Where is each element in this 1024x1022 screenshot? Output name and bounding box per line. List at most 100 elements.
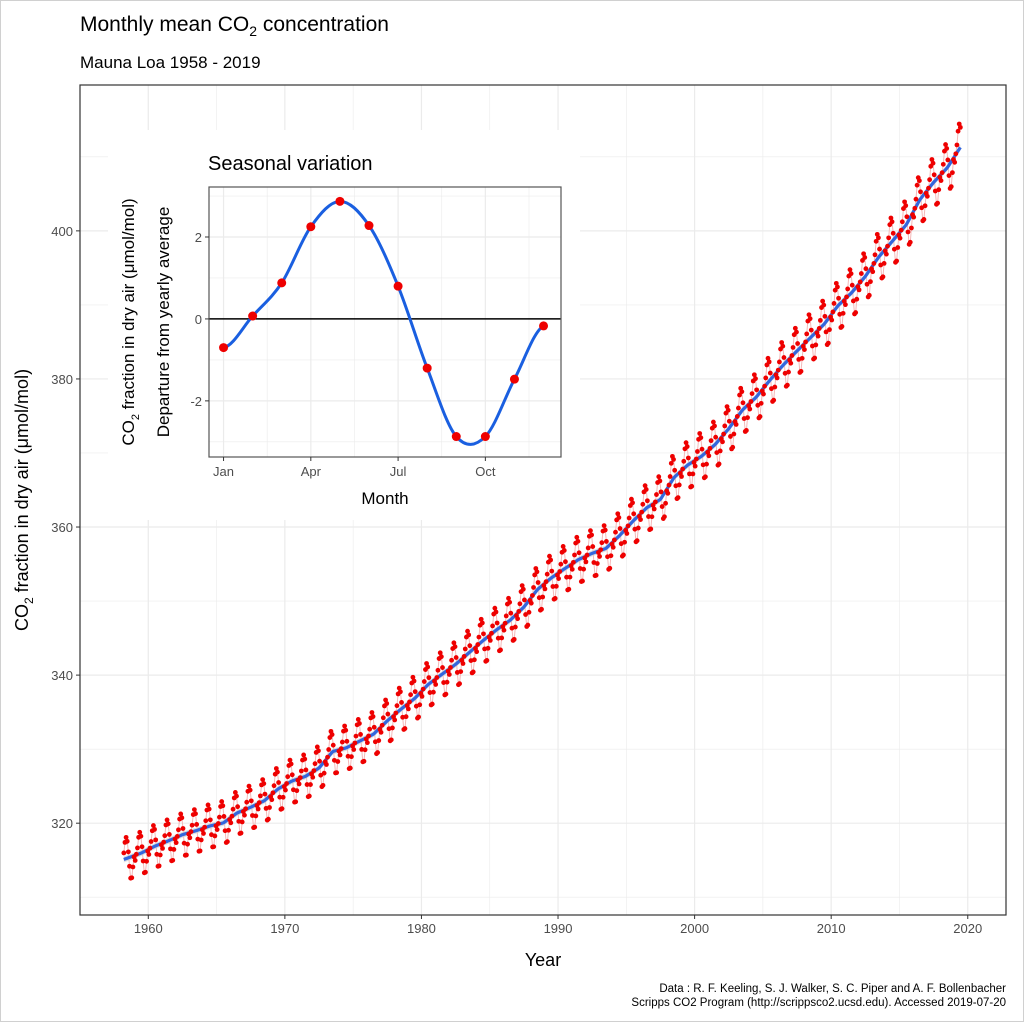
data-point (594, 561, 600, 566)
chart-title: Monthly mean CO2 concentration (80, 13, 389, 39)
inset-x-tick-label: Oct (475, 464, 496, 479)
data-point (721, 431, 727, 437)
data-point (293, 799, 299, 805)
data-point (858, 271, 864, 276)
data-point (402, 726, 408, 731)
data-point (914, 182, 920, 188)
data-point (294, 788, 300, 794)
data-point (803, 339, 808, 345)
data-point (584, 552, 590, 558)
data-point (489, 630, 494, 636)
data-point (739, 389, 745, 395)
data-point (736, 405, 741, 411)
data-point (944, 146, 950, 151)
data-point (458, 669, 464, 674)
data-point (531, 585, 536, 590)
data-point (248, 798, 254, 804)
data-point (622, 539, 628, 545)
data-point (722, 423, 728, 429)
data-point (588, 528, 593, 534)
data-point (656, 474, 662, 480)
data-point (494, 620, 500, 626)
data-point (847, 267, 853, 273)
data-point (672, 467, 678, 473)
seasonal-point (335, 196, 345, 206)
data-point (185, 841, 190, 847)
data-point (202, 824, 208, 830)
data-point (871, 261, 877, 266)
data-point (704, 461, 709, 467)
data-point (671, 457, 676, 462)
data-point (808, 327, 814, 333)
data-point (740, 400, 746, 406)
data-point (957, 124, 963, 130)
data-point (370, 714, 376, 719)
data-point (283, 787, 288, 793)
data-point (949, 170, 955, 176)
data-point (330, 742, 336, 748)
data-point (550, 584, 556, 589)
data-point (792, 325, 798, 331)
data-point (804, 331, 810, 337)
data-point (726, 418, 732, 424)
data-point (854, 296, 860, 302)
data-point (939, 170, 945, 176)
data-point (644, 498, 650, 504)
data-point (839, 324, 845, 329)
data-point (539, 606, 544, 612)
data-point (821, 302, 827, 308)
data-point (820, 298, 826, 304)
data-point (132, 858, 138, 863)
data-point (754, 387, 760, 393)
data-point (806, 312, 812, 318)
data-point (339, 739, 345, 745)
data-point (378, 729, 384, 735)
seasonal-point (539, 321, 549, 331)
data-point (638, 517, 643, 522)
data-point (390, 725, 395, 731)
data-point (492, 605, 498, 611)
data-point (511, 636, 517, 642)
data-point (936, 187, 942, 193)
data-point (495, 635, 501, 641)
data-point (129, 875, 135, 881)
data-point (530, 593, 535, 598)
data-point (598, 547, 604, 553)
data-point (552, 596, 558, 601)
inset-x-tick-label: Apr (301, 464, 322, 479)
data-point (476, 634, 482, 640)
data-point (407, 699, 412, 705)
data-point (379, 722, 385, 728)
data-point (284, 781, 289, 786)
data-point (157, 852, 163, 858)
data-point (198, 837, 204, 843)
data-point (433, 682, 439, 687)
data-point (188, 829, 194, 835)
data-point (593, 572, 599, 578)
data-point (257, 793, 263, 799)
data-point (779, 340, 785, 345)
data-point (465, 628, 470, 634)
data-point (717, 448, 723, 454)
data-point (446, 672, 452, 677)
data-point (784, 382, 790, 388)
data-point (794, 329, 799, 335)
data-point (170, 857, 176, 863)
data-point (362, 747, 368, 753)
data-point (385, 711, 391, 717)
data-point (235, 804, 241, 810)
data-point (522, 597, 527, 603)
data-point (276, 780, 282, 785)
data-point (189, 822, 195, 828)
data-point (519, 583, 525, 589)
data-point (232, 790, 238, 795)
data-point (144, 858, 149, 864)
data-point (326, 747, 332, 752)
data-point (353, 733, 359, 739)
data-point (187, 835, 193, 841)
x-axis-label: Year (525, 950, 561, 970)
data-point (156, 863, 162, 869)
data-point (830, 309, 836, 315)
data-point (239, 819, 245, 825)
data-point (857, 279, 863, 285)
